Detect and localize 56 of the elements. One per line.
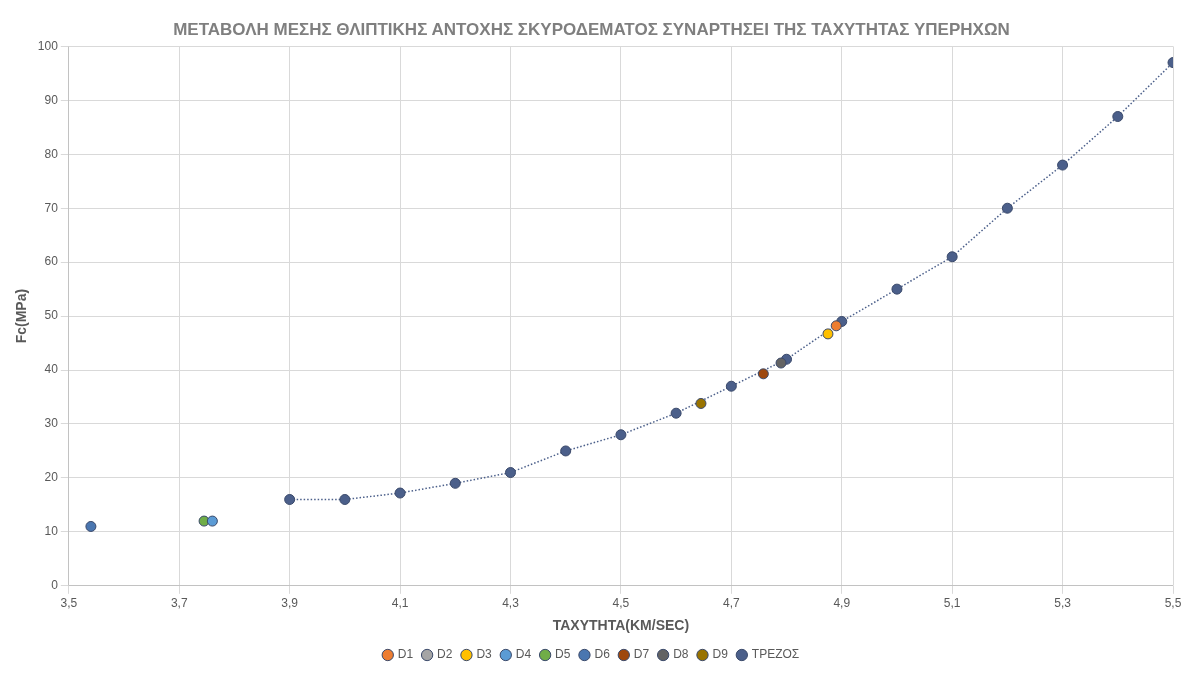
legend-label: D5 xyxy=(555,647,571,662)
x-tick-label: 5,5 xyxy=(1164,596,1182,611)
y-tick-label: 0 xyxy=(51,578,59,593)
point xyxy=(757,368,769,380)
legend-label: D1 xyxy=(397,647,414,662)
y-tick-label: 60 xyxy=(44,254,59,269)
point xyxy=(670,407,682,419)
point xyxy=(1057,159,1069,171)
point xyxy=(615,429,627,441)
x-tick-label: 4,1 xyxy=(391,596,409,611)
y-tick-label: 80 xyxy=(44,146,59,161)
x-tick-label: 4,7 xyxy=(722,596,740,611)
point xyxy=(830,320,842,332)
legend-label: D7 xyxy=(633,647,650,662)
y-axis-title: Fc(MPa) xyxy=(13,288,30,344)
point xyxy=(560,445,572,457)
point xyxy=(1112,111,1124,123)
y-tick-label: 50 xyxy=(44,308,59,323)
point xyxy=(1001,202,1013,214)
point xyxy=(206,515,218,527)
point xyxy=(946,251,958,263)
x-tick-label: 4,5 xyxy=(612,596,630,611)
x-axis-title: ΤΑΧΥΤΗΤΑ(KM/SEC) xyxy=(552,617,690,634)
point xyxy=(394,487,406,499)
x-tick-label: 5,3 xyxy=(1054,596,1072,611)
point xyxy=(822,328,834,340)
x-tick-label: 5,1 xyxy=(943,596,961,611)
legend-label: D9 xyxy=(712,647,729,662)
point xyxy=(891,283,903,295)
x-tick-label: 3,5 xyxy=(60,596,78,611)
x-tick-label: 4,9 xyxy=(833,596,851,611)
y-tick-label: 90 xyxy=(44,92,59,107)
legend-label: D6 xyxy=(594,647,611,662)
y-tick-label: 20 xyxy=(44,470,59,485)
x-tick-label: 3,7 xyxy=(170,596,188,611)
point xyxy=(284,494,296,505)
y-tick-label: 70 xyxy=(44,200,59,215)
legend-label: ΤΡΕΖΟΣ xyxy=(751,647,800,662)
y-tick-label: 40 xyxy=(44,362,59,377)
legend-label: D4 xyxy=(515,647,532,662)
legend-label: D8 xyxy=(673,647,689,662)
point xyxy=(695,397,707,409)
x-tick-label: 3,9 xyxy=(281,596,299,611)
y-tick-label: 30 xyxy=(44,416,59,431)
point xyxy=(504,467,516,479)
point xyxy=(449,477,461,489)
legend-label: D2 xyxy=(437,647,453,662)
y-tick-label: 10 xyxy=(44,524,59,539)
point xyxy=(725,380,737,392)
legend-label: D3 xyxy=(476,647,493,662)
y-tick-label: 100 xyxy=(37,38,59,53)
point xyxy=(775,357,787,369)
chart-title: ΜΕΤΑΒΟΛΗ ΜΕΣΗΣ ΘΛΙΠΤΙΚΗΣ ΑΝΤΟΧΗΣ ΣΚΥΡΟΔΕΜΑΤΟΣ ΣΥΝΑΡΤΗΣΕΙ ΤΗΣ ΤΑΧΥΤΗΤΑΣ ΥΠΕΡΗΧΩΝ xyxy=(173,19,1010,39)
point xyxy=(339,494,351,505)
point xyxy=(85,520,97,532)
x-tick-label: 4,3 xyxy=(502,596,520,611)
